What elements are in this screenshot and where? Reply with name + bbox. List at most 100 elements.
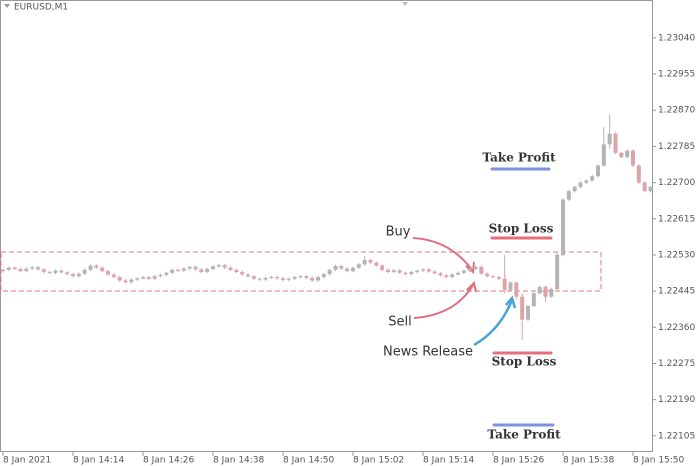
news-label: News Release	[383, 345, 473, 360]
candle-body	[123, 280, 128, 283]
candle-body	[438, 273, 443, 276]
candle-body	[30, 267, 35, 269]
candle-body	[491, 276, 495, 278]
candle-body	[339, 266, 344, 269]
x-tick-label: 8 Jan 14:38	[213, 456, 265, 466]
y-tick-label: 1.22615	[658, 214, 695, 224]
candle-body	[426, 269, 431, 272]
candle-body	[566, 191, 571, 200]
candle-body	[100, 267, 105, 272]
x-tick-label: 8 Jan 14:14	[73, 456, 125, 466]
candle-body	[269, 277, 274, 279]
candle-body	[572, 186, 577, 192]
y-tick-label: 1.22105	[658, 431, 695, 441]
candle-body	[12, 267, 17, 269]
candle-body	[473, 266, 478, 269]
stop-loss-label: Stop Loss	[492, 355, 557, 369]
candle-body	[47, 271, 52, 273]
take-profit-label: Take Profit	[487, 428, 561, 442]
candle-body	[531, 293, 536, 307]
candle-body	[356, 264, 361, 268]
candle-body	[164, 272, 169, 275]
candle-body	[234, 269, 239, 272]
candle-body	[514, 282, 519, 297]
range-box	[0, 251, 602, 292]
candle-body	[211, 266, 215, 269]
candle-body	[403, 272, 408, 275]
candle-body	[380, 265, 385, 270]
candle-body	[65, 272, 70, 275]
candle-body	[76, 273, 81, 277]
x-tick-label: 8 Jan 15:38	[563, 456, 615, 466]
x-tick-label: 8 Jan 15:02	[353, 456, 404, 466]
candle-body	[205, 268, 210, 272]
candle-body	[590, 176, 595, 181]
sell-label: Sell	[388, 315, 411, 330]
chart-title: EURUSD,M1	[14, 3, 68, 13]
candle-body	[251, 276, 256, 279]
y-tick-label: 1.22445	[658, 287, 695, 297]
candle-body	[479, 266, 484, 274]
candle-body	[24, 268, 29, 272]
candle-body	[286, 278, 291, 281]
buy-label: Buy	[386, 225, 411, 240]
candle-body	[526, 306, 530, 320]
x-tick-label: 8 Jan 15:50	[633, 456, 685, 466]
y-tick-label: 1.22700	[658, 178, 695, 188]
candle-body	[111, 274, 116, 278]
candle-body	[648, 186, 653, 192]
candle-body	[409, 271, 414, 275]
sell-arrowhead	[466, 281, 477, 293]
candle-body	[374, 262, 379, 266]
candle-body	[216, 265, 221, 267]
take-profit-label: Take Profit	[482, 151, 556, 165]
candle-body	[228, 267, 233, 270]
candle-body	[170, 269, 175, 273]
sell-arrow	[413, 284, 474, 319]
candle-body	[88, 265, 93, 270]
candle-body	[386, 269, 390, 272]
candle-body	[82, 269, 87, 274]
candle-body	[246, 274, 250, 277]
y-tick-label: 1.22360	[658, 323, 695, 333]
candle-body	[345, 268, 350, 272]
candle-body	[596, 165, 600, 177]
candle-body	[351, 267, 355, 272]
y-tick-label: 1.22955	[658, 70, 695, 80]
candle-body	[584, 180, 589, 183]
candle-body	[362, 260, 367, 265]
candle-body	[176, 269, 180, 271]
candle-body	[310, 277, 315, 281]
candle-body	[636, 165, 641, 183]
y-tick-label: 1.22530	[658, 250, 695, 260]
candle-body	[625, 150, 630, 158]
candle-body	[316, 277, 320, 281]
news-arrow	[473, 299, 514, 347]
candle-body	[432, 271, 437, 274]
candle-body	[146, 277, 151, 279]
candle-body	[391, 270, 396, 272]
plot-frame	[0, 0, 653, 452]
candle-body	[333, 266, 338, 270]
candle-body	[578, 182, 583, 187]
candle-body	[508, 282, 513, 290]
x-tick-label: 8 Jan 2021	[3, 456, 51, 466]
candle-body	[59, 270, 64, 273]
candle-body	[18, 268, 23, 272]
candle-body	[642, 182, 647, 192]
candle-body	[222, 265, 227, 268]
shift-marker	[402, 2, 408, 6]
y-tick-label: 1.23040	[658, 33, 695, 43]
candle-body	[467, 268, 472, 271]
candle-body	[94, 265, 99, 268]
candle-body	[158, 274, 163, 277]
candle-body	[135, 278, 140, 280]
candle-body	[601, 144, 606, 166]
candle-body	[613, 133, 618, 153]
candle-body	[327, 269, 332, 275]
menu-arrow	[4, 4, 10, 8]
candle-body	[292, 277, 297, 279]
candle-body	[193, 266, 198, 270]
candle-body	[152, 276, 157, 279]
candle-body	[461, 270, 466, 273]
